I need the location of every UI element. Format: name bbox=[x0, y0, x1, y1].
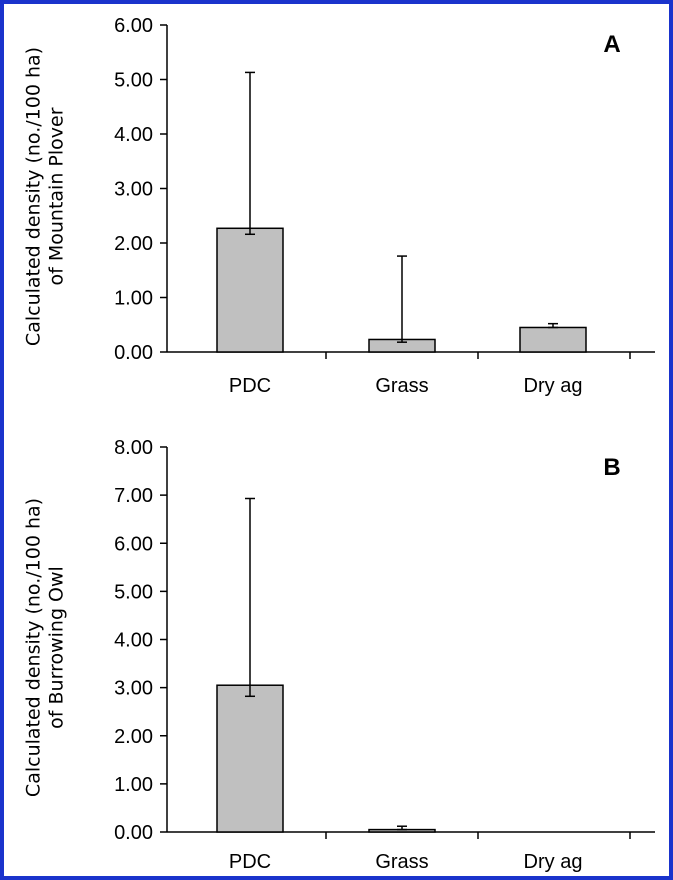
panel-label: A bbox=[603, 31, 620, 58]
category-label: Grass bbox=[375, 375, 428, 397]
y-tick-label: 3.00 bbox=[114, 179, 153, 201]
y-axis-label: Calculated density (no./100 ha)of Mounta… bbox=[23, 47, 68, 346]
y-tick-label: 0.00 bbox=[114, 342, 153, 364]
y-tick-label: 0.00 bbox=[114, 822, 153, 844]
bar-pdc bbox=[216, 227, 284, 353]
y-tick-label: 8.00 bbox=[114, 437, 153, 459]
bar-dry-ag bbox=[519, 326, 587, 353]
bar-pdc bbox=[216, 684, 284, 833]
y-tick-label: 6.00 bbox=[114, 533, 153, 555]
y-tick-label: 4.00 bbox=[114, 124, 153, 146]
y-axis-label-line: of Burrowing Owl bbox=[45, 566, 67, 729]
y-tick-label: 1.00 bbox=[114, 288, 153, 310]
y-tick-label: 7.00 bbox=[114, 485, 153, 507]
category-label: PDC bbox=[229, 375, 271, 397]
y-tick-label: 4.00 bbox=[114, 630, 153, 652]
y-tick-label: 2.00 bbox=[114, 726, 153, 748]
y-tick-label: 3.00 bbox=[114, 678, 153, 700]
panel-label: B bbox=[603, 454, 620, 481]
y-axis-label-line: Calculated density (no./100 ha) bbox=[23, 498, 45, 797]
y-axis-label: Calculated density (no./100 ha)of Burrow… bbox=[23, 498, 68, 797]
y-tick-label: 1.00 bbox=[114, 774, 153, 796]
y-axis-label-line: Calculated density (no./100 ha) bbox=[23, 47, 45, 346]
y-tick-label: 5.00 bbox=[114, 581, 153, 603]
y-axis-label-line: of Mountain Plover bbox=[45, 107, 67, 285]
category-label: Dry ag bbox=[524, 851, 583, 873]
y-tick-label: 5.00 bbox=[114, 70, 153, 92]
y-tick-label: 6.00 bbox=[114, 15, 153, 37]
category-label: Dry ag bbox=[524, 375, 583, 397]
y-tick-label: 2.00 bbox=[114, 233, 153, 255]
category-label: PDC bbox=[229, 851, 271, 873]
category-label: Grass bbox=[375, 851, 428, 873]
